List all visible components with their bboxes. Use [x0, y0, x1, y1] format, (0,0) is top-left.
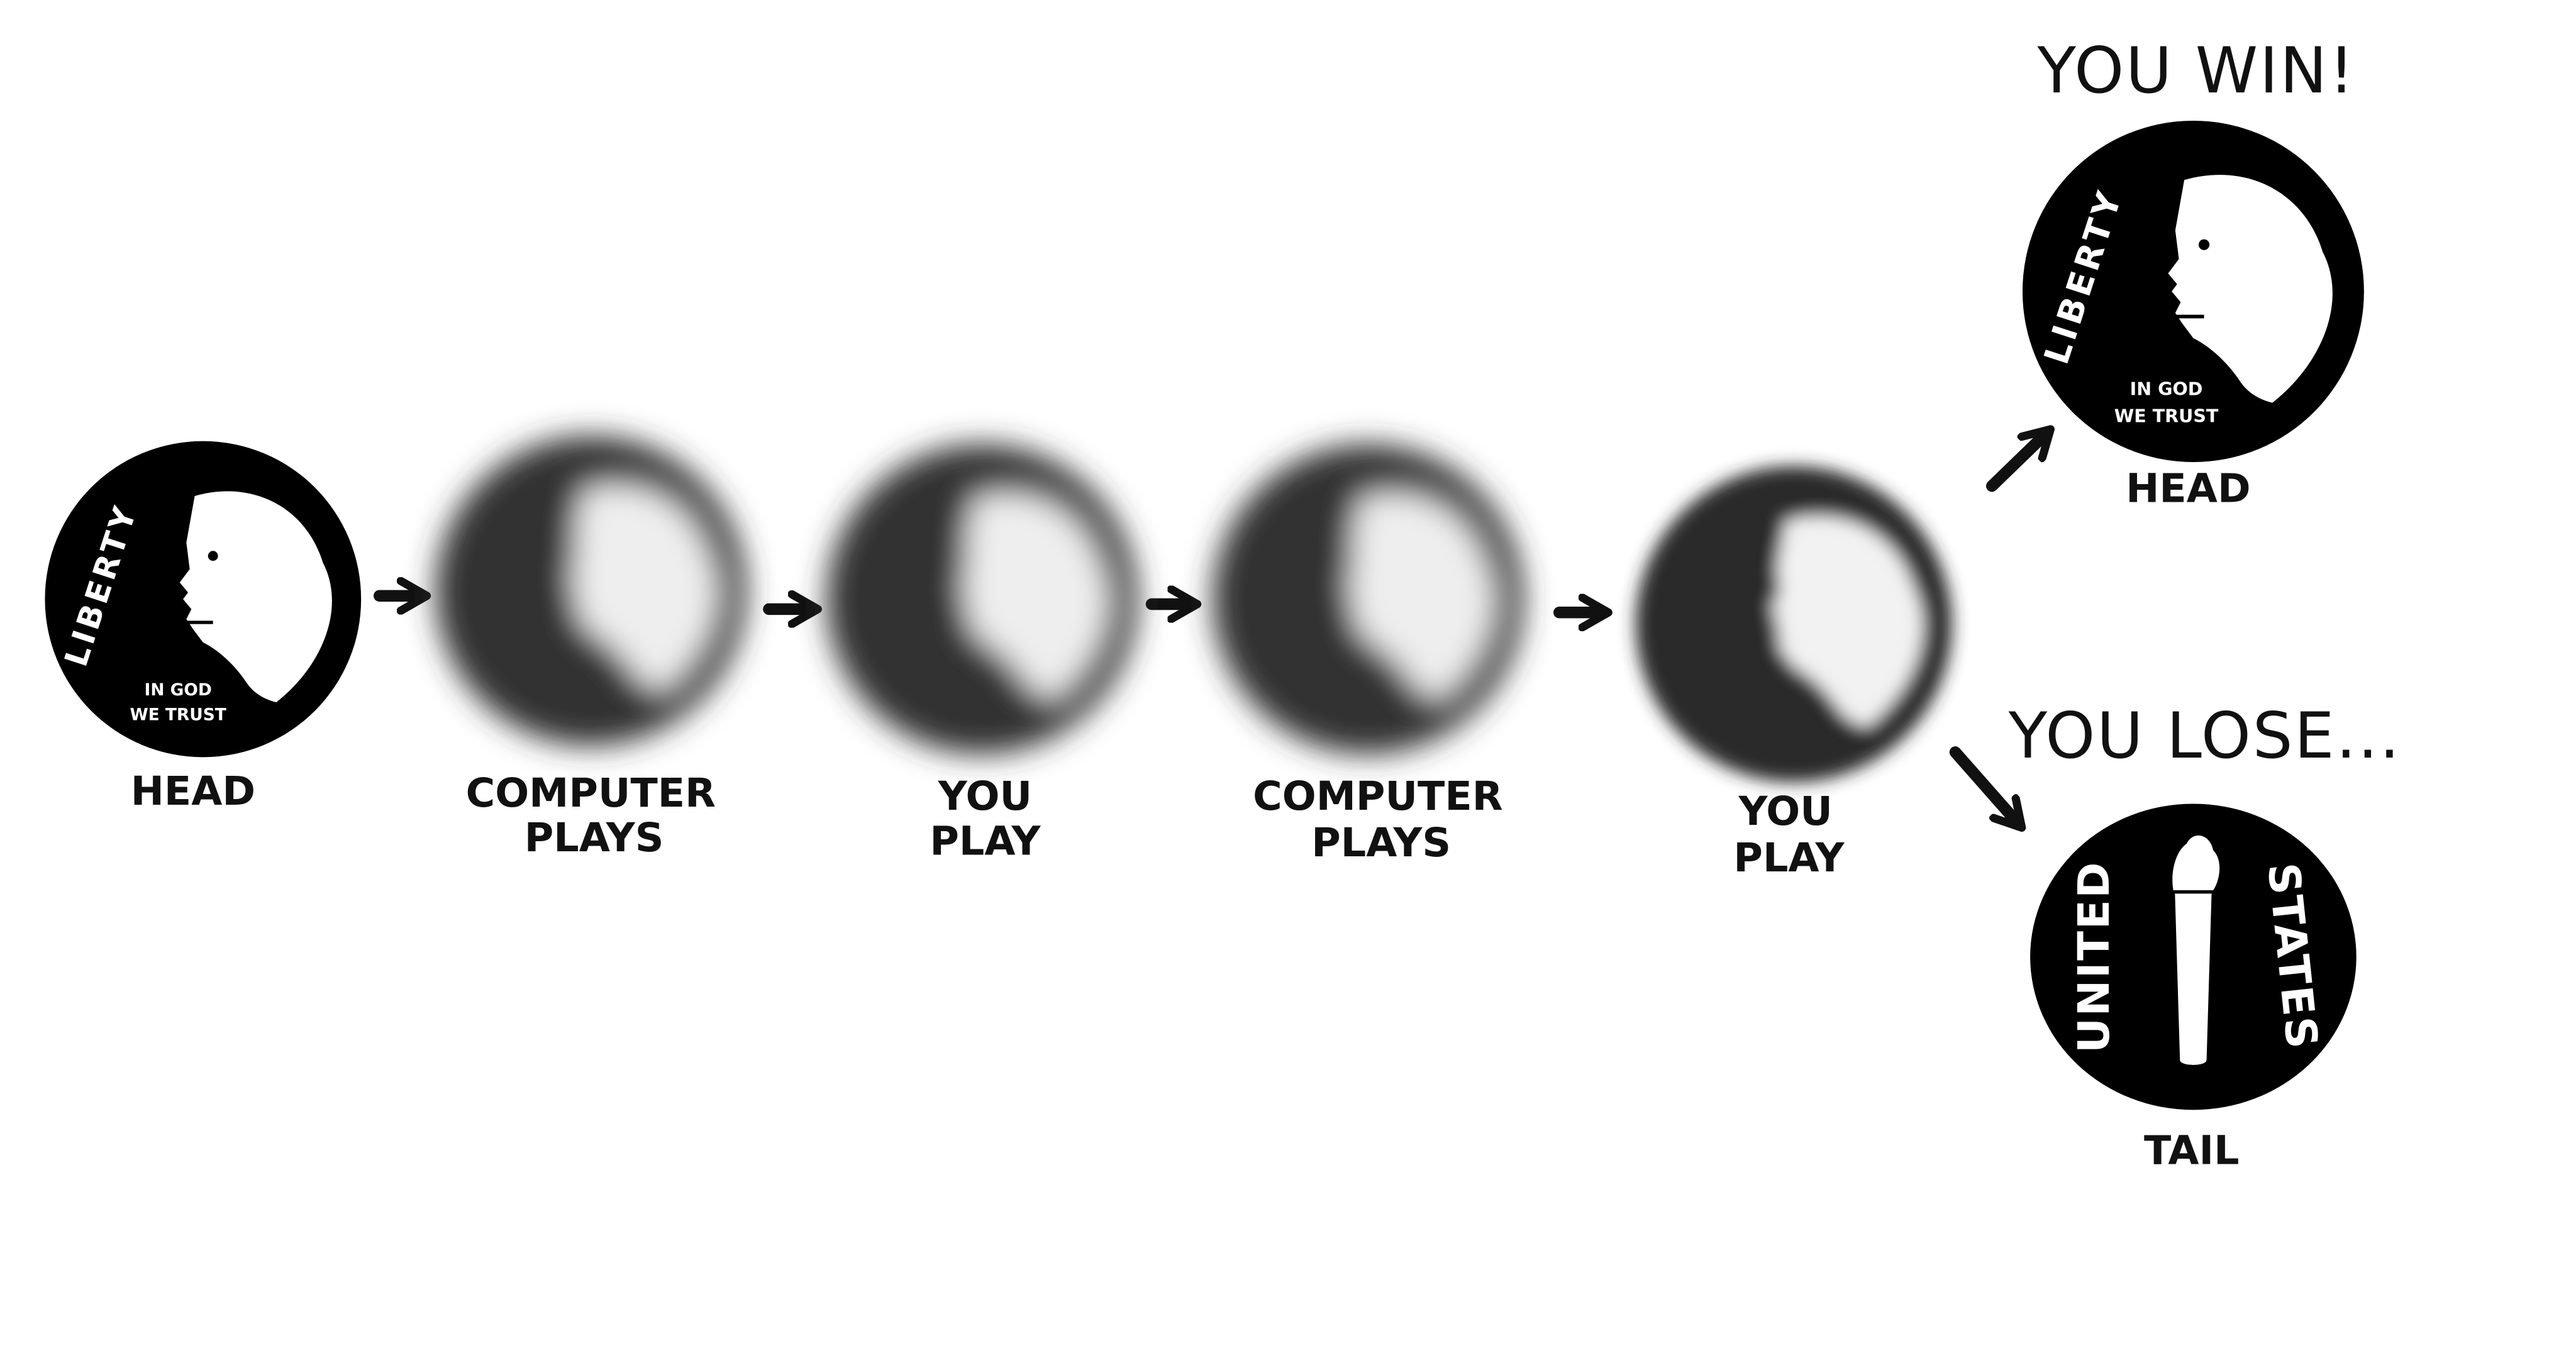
step-label: COMPUTER: [466, 770, 716, 816]
step-label: YOU: [938, 773, 1032, 819]
head-coin: [435, 436, 746, 746]
coin-inscription: IN GOD: [2130, 378, 2203, 400]
coin-eye: [2198, 239, 2210, 250]
tail-coin: UNITED STATES: [2030, 803, 2357, 1110]
outcome-label: TAIL: [2144, 1127, 2240, 1174]
arrow: [1949, 746, 2017, 822]
step-label: HEAD: [131, 768, 255, 814]
coin-face: [958, 493, 1109, 700]
coin-face: [179, 491, 332, 703]
coin-eye: [208, 551, 218, 561]
coin-inscription: IN GOD: [144, 680, 211, 700]
coin-torch: [2172, 835, 2220, 1065]
coin-inscription: WE TRUST: [2114, 406, 2219, 427]
step-label: YOU: [1738, 788, 1833, 834]
coin-face: [1770, 516, 1923, 727]
coin-text: UNITED: [2069, 861, 2119, 1053]
step-label: COMPUTER: [1253, 773, 1502, 819]
outcome-title: YOU WIN!: [2037, 34, 2356, 108]
labels: HEAD COMPUTER PLAYS YOU PLAY COMPUTER PL…: [131, 34, 2401, 1174]
arrows: [374, 434, 2045, 822]
head-coin: [1213, 444, 1523, 754]
step-label: PLAY: [1733, 834, 1845, 881]
coin-face: [1345, 493, 1494, 700]
head-coin: [826, 444, 1137, 754]
coin-face: [2168, 175, 2333, 403]
step-label: PLAY: [930, 818, 1041, 864]
coin-inscription: WE TRUST: [130, 705, 226, 725]
head-coin: [1636, 466, 1952, 783]
outcome-title: YOU LOSE...: [2008, 699, 2401, 773]
outcome-label: HEAD: [2126, 465, 2250, 512]
arrow: [1985, 434, 2045, 492]
step-label: PLAYS: [1311, 819, 1451, 866]
step-label: PLAYS: [525, 814, 664, 861]
coin-face: [568, 485, 718, 692]
